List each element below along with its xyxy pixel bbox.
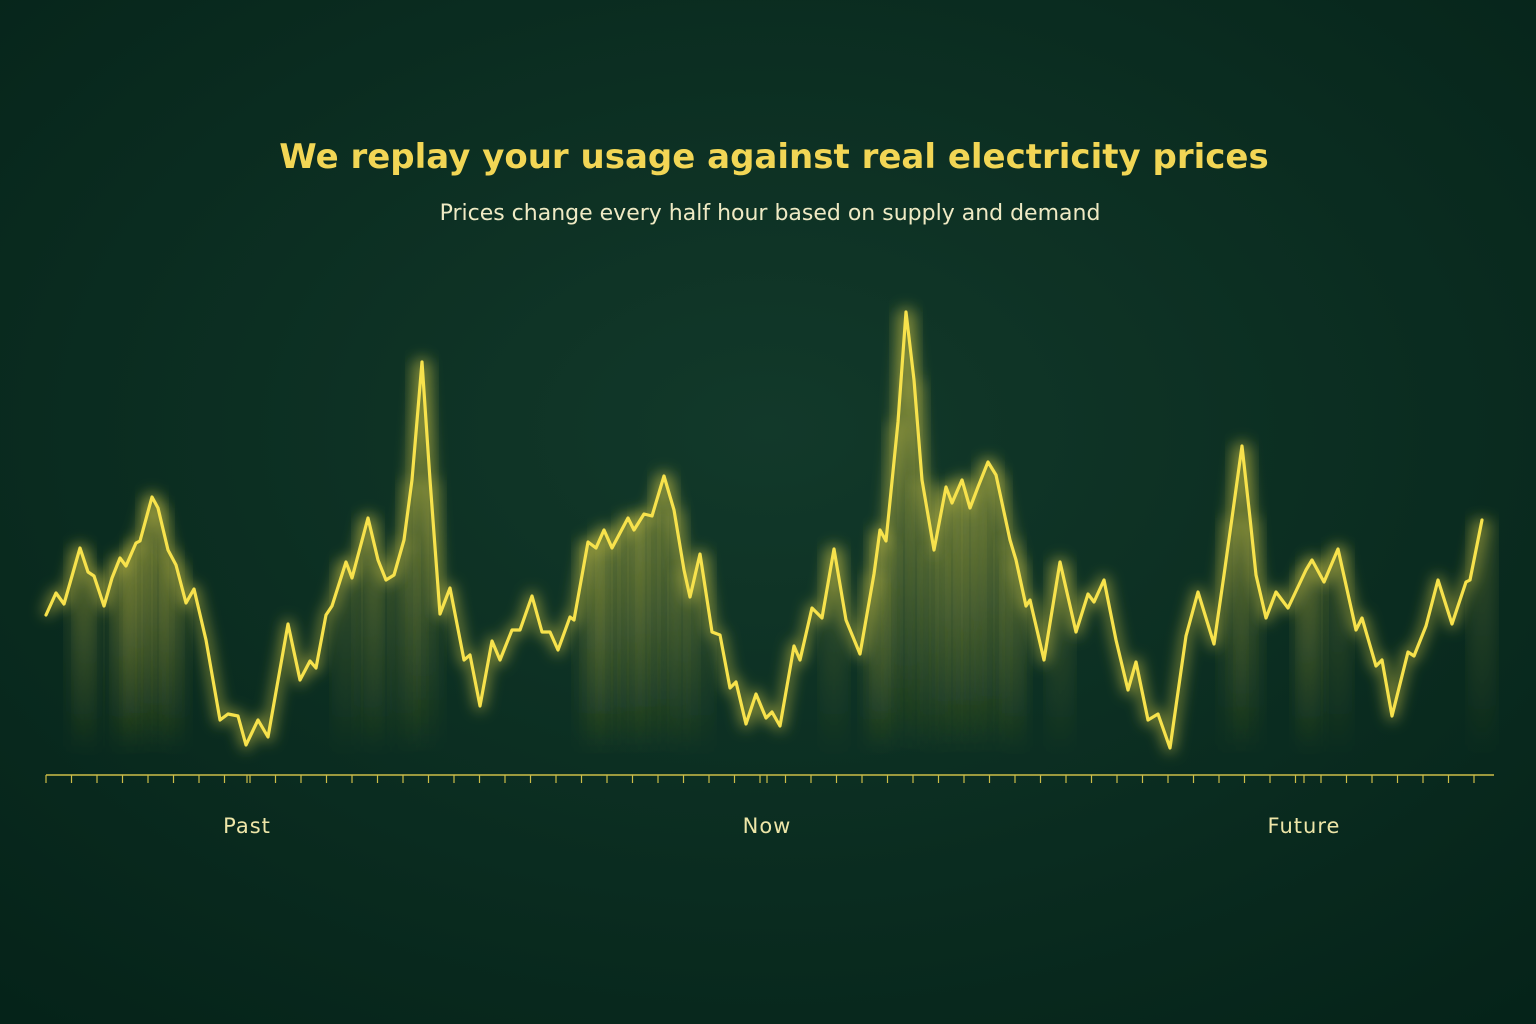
glow-beam	[74, 572, 102, 755]
glow-beam	[364, 560, 392, 755]
price-line	[44, 310, 1484, 750]
x-tick-label: Past	[223, 814, 271, 838]
x-tick-label: Now	[743, 814, 792, 838]
glow-beam	[1298, 560, 1326, 755]
plot: Past Now Future	[41, 307, 1496, 838]
chart-subtitle: Prices change every half hour based on s…	[440, 201, 1101, 226]
x-tick-label: Future	[1268, 814, 1341, 838]
chart-title: We replay your usage against real electr…	[279, 137, 1268, 177]
